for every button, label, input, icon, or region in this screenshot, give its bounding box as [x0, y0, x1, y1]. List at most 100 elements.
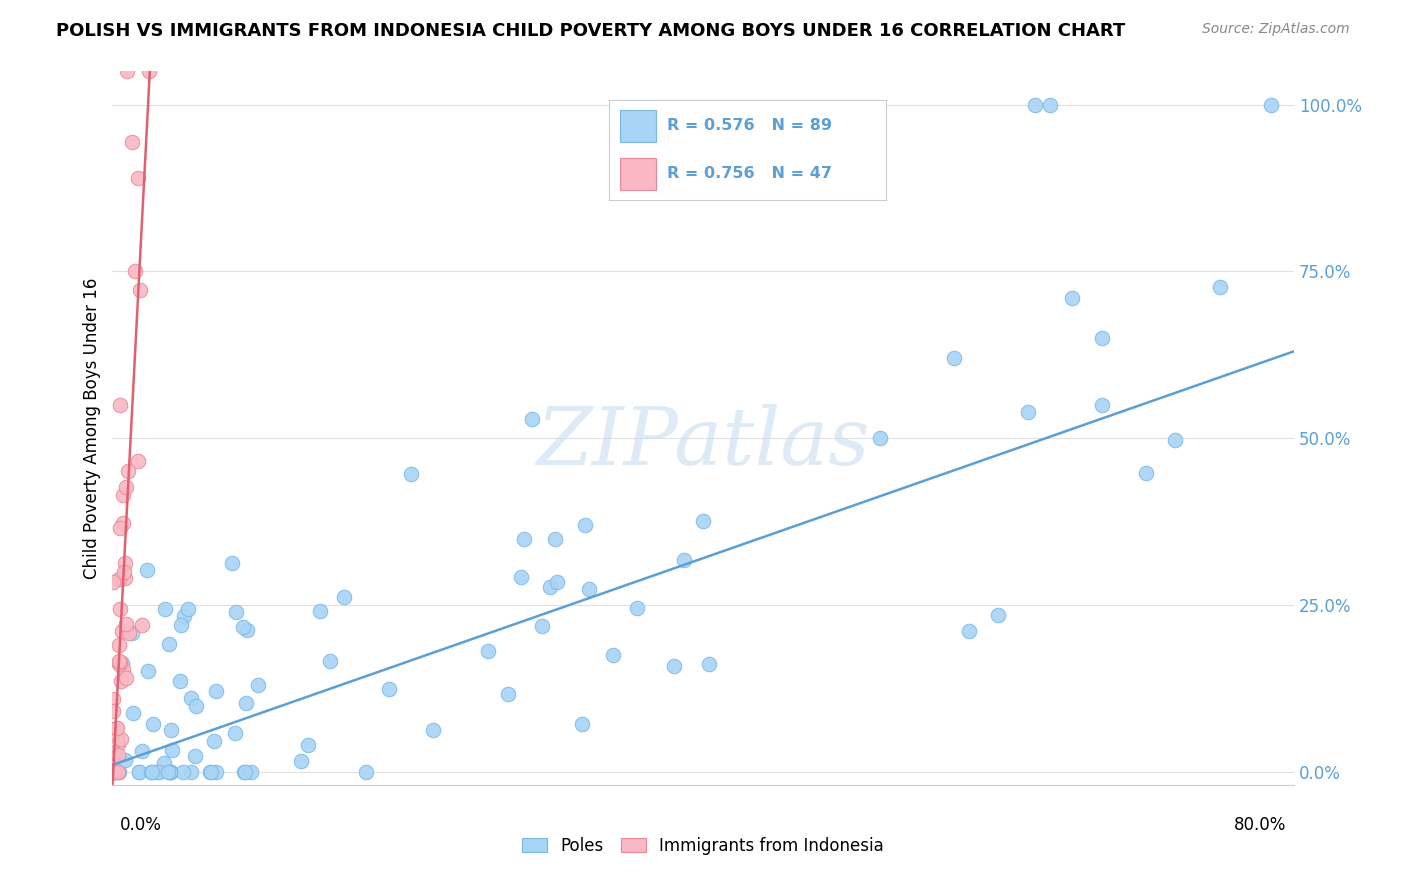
Point: [142, 717, 165, 731]
Point: [354, 764, 377, 779]
Point: [138, 664, 160, 678]
Point: [422, 723, 444, 737]
Point: [309, 604, 332, 618]
Point: [103, 764, 125, 779]
Text: POLISH VS IMMIGRANTS FROM INDONESIA CHILD POVERTY AMONG BOYS UNDER 16 CORRELATIO: POLISH VS IMMIGRANTS FROM INDONESIA CHIL…: [56, 22, 1125, 40]
Point: [136, 563, 159, 577]
Point: [578, 582, 600, 597]
Point: [101, 574, 124, 589]
Point: [159, 764, 181, 779]
Point: [571, 716, 593, 731]
Point: [112, 565, 135, 579]
Point: [141, 764, 163, 779]
Point: [172, 764, 194, 779]
Point: [112, 662, 135, 676]
Bar: [620, 110, 655, 142]
Point: [145, 764, 167, 779]
Point: [290, 754, 312, 768]
Point: [111, 488, 134, 502]
Point: [157, 637, 180, 651]
Point: [110, 521, 132, 535]
Point: [107, 764, 129, 779]
Text: ZIPatlas: ZIPatlas: [536, 404, 870, 481]
Point: [118, 626, 141, 640]
Point: [127, 454, 149, 468]
Point: [602, 648, 624, 663]
Point: [111, 624, 134, 639]
Point: [105, 721, 128, 735]
Point: [117, 465, 139, 479]
Point: [177, 601, 200, 615]
Point: [141, 764, 163, 779]
Point: [297, 738, 319, 752]
Point: [122, 706, 145, 721]
Point: [664, 659, 686, 673]
Point: [225, 605, 247, 619]
Point: [1024, 97, 1046, 112]
Point: [107, 638, 129, 652]
Point: [115, 671, 138, 685]
Bar: [620, 158, 655, 190]
Point: [117, 64, 138, 78]
Point: [204, 684, 226, 698]
Point: [105, 721, 128, 735]
Point: [522, 412, 544, 426]
Point: [1208, 280, 1232, 294]
Point: [544, 532, 567, 546]
Point: [672, 552, 695, 566]
Point: [198, 764, 221, 779]
Point: [110, 655, 132, 669]
Point: [121, 135, 143, 149]
Point: [235, 696, 257, 710]
Text: 80.0%: 80.0%: [1234, 816, 1286, 834]
Point: [108, 572, 131, 586]
Point: [236, 623, 259, 637]
Point: [103, 764, 125, 779]
Point: [110, 732, 132, 747]
Point: [121, 626, 143, 640]
Legend: Poles, Immigrants from Indonesia: Poles, Immigrants from Indonesia: [516, 830, 890, 862]
Point: [129, 283, 152, 297]
Point: [128, 764, 150, 779]
Point: [101, 692, 124, 706]
Point: [153, 756, 176, 770]
Point: [987, 607, 1010, 622]
Point: [233, 764, 256, 779]
Point: [496, 688, 519, 702]
Point: [1260, 97, 1282, 112]
Point: [692, 515, 714, 529]
Point: [108, 602, 131, 616]
Point: [131, 618, 153, 632]
Point: [160, 723, 183, 737]
Point: [138, 64, 160, 78]
Point: [159, 764, 181, 779]
Point: [1039, 97, 1062, 112]
Point: [160, 743, 183, 757]
Point: [232, 620, 254, 634]
Point: [153, 602, 176, 616]
Point: [184, 749, 207, 764]
Point: [224, 726, 246, 740]
Point: [180, 764, 202, 779]
Point: [101, 704, 124, 718]
Point: [333, 591, 356, 605]
Point: [114, 556, 136, 570]
Point: [626, 601, 648, 615]
Point: [105, 764, 128, 779]
Text: Source: ZipAtlas.com: Source: ZipAtlas.com: [1202, 22, 1350, 37]
Point: [232, 764, 254, 779]
Point: [1164, 433, 1187, 447]
Point: [239, 764, 262, 779]
Point: [107, 657, 129, 672]
Point: [159, 764, 181, 779]
Text: R = 0.756   N = 47: R = 0.756 N = 47: [666, 166, 832, 181]
Point: [128, 764, 150, 779]
Point: [107, 747, 129, 762]
Point: [509, 570, 531, 584]
Point: [1091, 398, 1114, 412]
Point: [319, 654, 342, 668]
Point: [377, 681, 399, 696]
Text: 0.0%: 0.0%: [120, 816, 162, 834]
Point: [169, 618, 191, 632]
Point: [957, 624, 980, 638]
